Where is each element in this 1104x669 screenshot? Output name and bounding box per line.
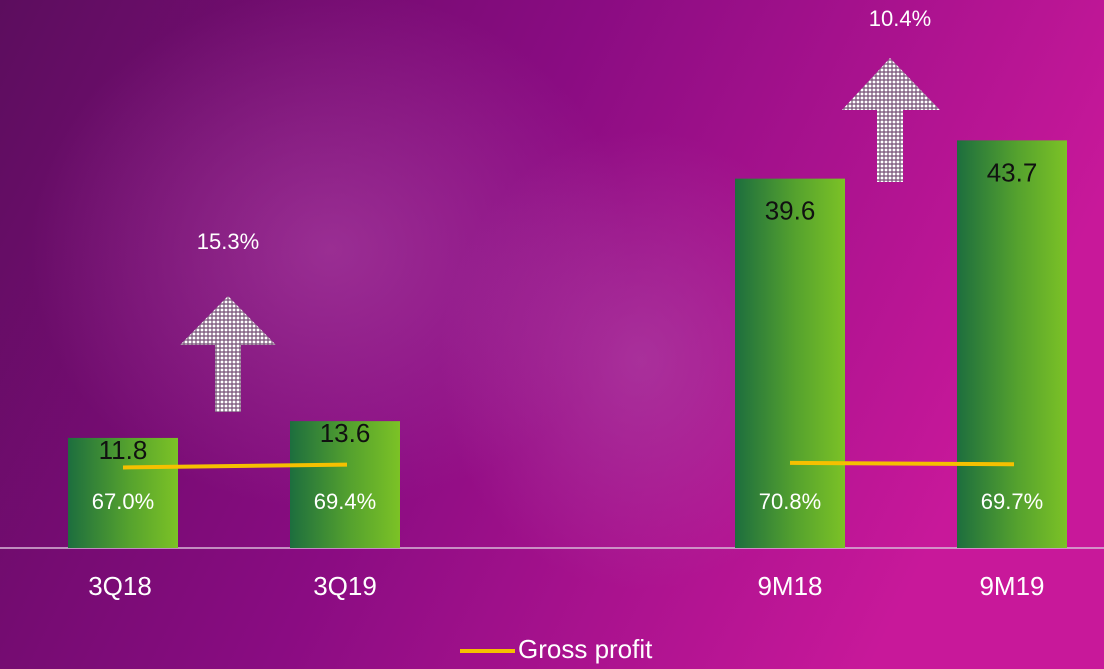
growth-arrow [842,58,940,182]
bar [290,421,400,548]
bar [68,437,178,548]
bar [735,178,845,549]
growth-label: 15.3% [197,229,259,254]
legend-label: Gross profit [518,634,653,664]
margin-label: 67.0% [92,489,154,514]
gross-margin-line [122,462,348,470]
bar-value-label: 39.6 [765,196,816,226]
gross-margin-line [789,460,1015,467]
x-tick-label: 3Q18 [88,571,152,601]
margin-label: 69.4% [314,489,376,514]
bar-value-label: 43.7 [987,157,1038,187]
bar-value-label: 11.8 [99,435,148,465]
x-tick-label: 3Q19 [313,571,377,601]
margin-label: 69.7% [981,489,1043,514]
margin-label: 70.8% [759,489,821,514]
x-tick-label: 9M18 [757,571,822,601]
growth-label: 10.4% [869,6,931,31]
bar [957,140,1067,549]
x-tick-label: 9M19 [979,571,1044,601]
bar-value-label: 13.6 [320,418,371,448]
growth-arrow [180,296,276,412]
